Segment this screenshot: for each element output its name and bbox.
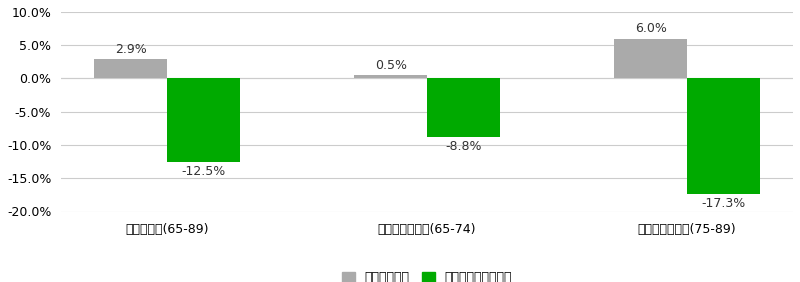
Text: 2.9%: 2.9% <box>115 43 146 56</box>
Bar <box>167 78 240 162</box>
Text: -12.5%: -12.5% <box>182 165 226 178</box>
Legend: 全カテゴリー, タンパク質関連商品: 全カテゴリー, タンパク質関連商品 <box>337 266 517 282</box>
Bar <box>687 78 760 193</box>
Text: -17.3%: -17.3% <box>702 197 746 210</box>
Bar <box>427 78 500 137</box>
Text: -8.8%: -8.8% <box>445 140 482 153</box>
Text: 6.0%: 6.0% <box>634 22 666 35</box>
Bar <box>614 39 687 78</box>
Bar <box>354 75 427 78</box>
Text: 0.5%: 0.5% <box>374 59 406 72</box>
Bar <box>94 59 167 78</box>
